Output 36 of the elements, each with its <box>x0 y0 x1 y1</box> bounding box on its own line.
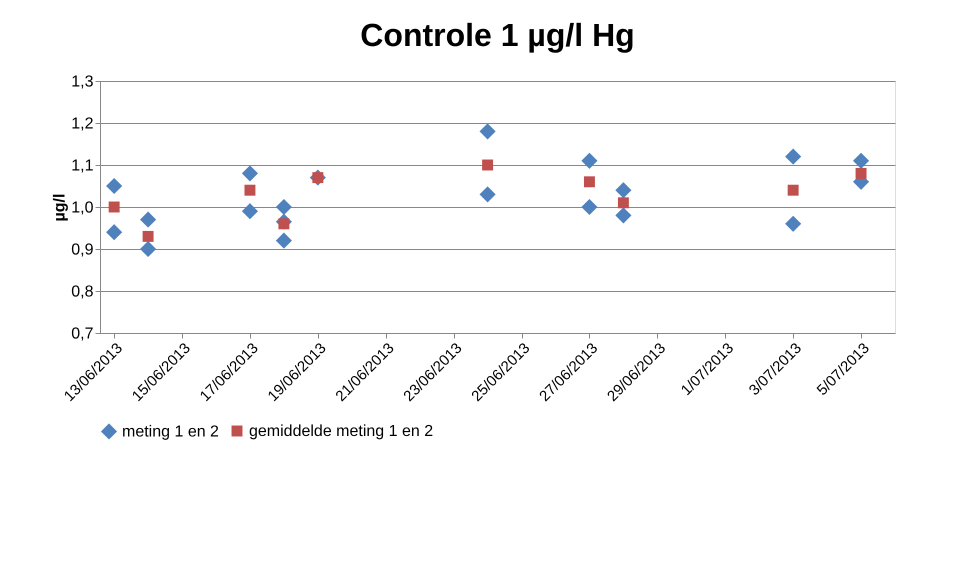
point <box>785 148 802 165</box>
point <box>856 168 867 179</box>
y-tick-label: 1,3 <box>71 74 94 90</box>
point <box>106 178 122 194</box>
y-tick-label: 0,8 <box>71 284 94 300</box>
y-tick-label: 0,9 <box>71 242 94 258</box>
legend-label: meting 1 en 2 <box>122 423 220 440</box>
point <box>785 216 802 232</box>
point <box>618 197 629 208</box>
point <box>615 207 632 224</box>
point <box>108 202 120 212</box>
point <box>584 176 595 188</box>
point <box>242 165 258 182</box>
y-tick-label: 1,2 <box>71 116 94 132</box>
point <box>244 184 256 196</box>
point <box>615 182 632 198</box>
point <box>480 186 496 202</box>
point <box>581 198 598 216</box>
y-tick-label: 1,0 <box>71 200 94 216</box>
point <box>140 212 156 228</box>
y-axis-title: µg/l <box>51 194 68 222</box>
point <box>276 232 292 249</box>
point <box>482 160 494 170</box>
chart-title: Controle 1 µg/l Hg <box>360 17 635 53</box>
y-tick-label: 0,7 <box>71 326 94 342</box>
y-tick-label: 1,1 <box>71 158 94 174</box>
point <box>480 123 496 140</box>
point <box>852 152 870 169</box>
point <box>276 198 292 216</box>
point <box>581 152 598 169</box>
point <box>788 184 799 196</box>
point <box>242 203 258 220</box>
legend-label: gemiddelde meting 1 en 2 <box>249 423 434 440</box>
point <box>140 240 156 258</box>
point <box>106 224 122 240</box>
point <box>142 230 154 242</box>
